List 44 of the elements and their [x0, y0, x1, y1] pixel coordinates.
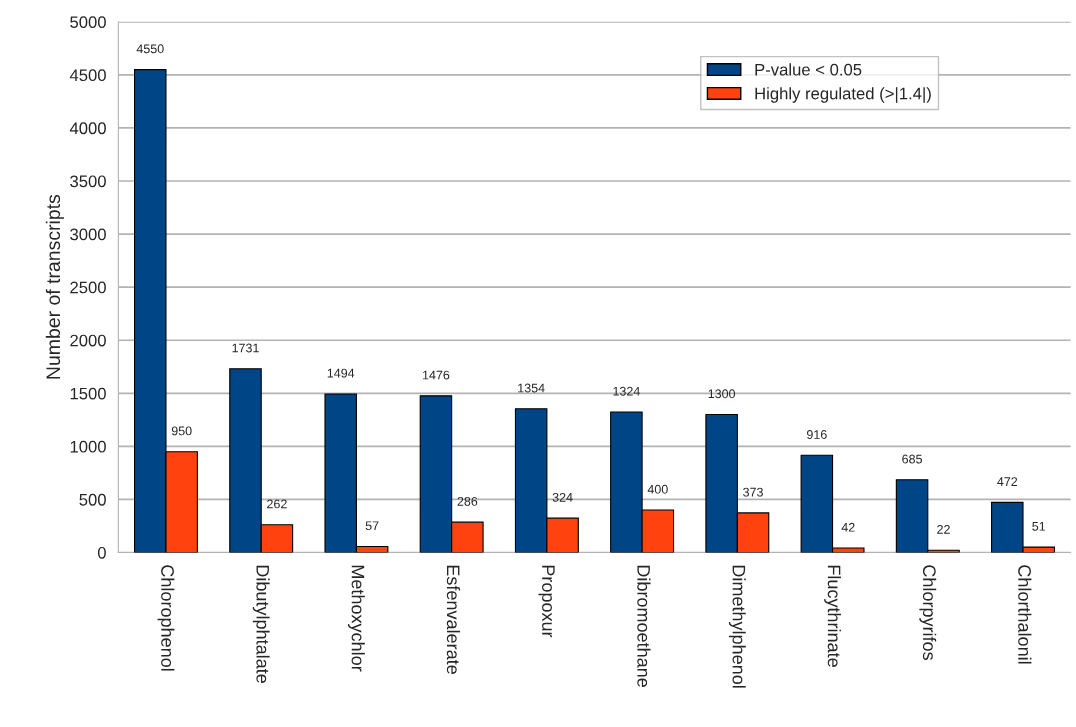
data-label: 51	[1032, 522, 1046, 531]
data-label: 472	[997, 477, 1018, 486]
data-label: 1731	[232, 343, 259, 353]
data-label: 4550	[136, 44, 164, 54]
y-tick-label: 3000	[70, 228, 106, 241]
y-tick-label: 500	[79, 493, 106, 506]
x-tick-label: Propoxur	[538, 565, 555, 638]
x-tick-label: Methoxychlor	[348, 565, 365, 672]
data-label: 1354	[518, 383, 545, 393]
legend-label: P-value < 0.05	[755, 63, 862, 76]
data-label: 1476	[422, 370, 450, 380]
y-tick-label: 2000	[70, 334, 106, 347]
x-tick-label: Chlorpyrifos	[919, 565, 937, 660]
x-tick-label: Dibutylphtalate	[252, 565, 270, 683]
y-tick-label: 0	[97, 546, 106, 559]
y-tick-label: 2500	[70, 281, 106, 294]
y-tick-label: 5000	[70, 16, 106, 29]
x-tick-label: Esfenvalerate	[446, 565, 461, 674]
data-label: 42	[841, 522, 855, 532]
data-label: 916	[807, 430, 827, 439]
y-tick-label: 4000	[69, 122, 106, 135]
x-tick-label: Dimethylphenol	[728, 565, 746, 688]
data-label: 22	[937, 524, 950, 534]
data-label: 286	[457, 496, 478, 506]
data-label: 373	[743, 487, 763, 497]
x-tick-label: Chlorophenol	[157, 565, 175, 671]
data-label: 400	[647, 484, 668, 494]
data-label: 1324	[613, 386, 640, 396]
y-axis-title: Number of transcripts	[45, 194, 64, 379]
x-tick-label: Chlorthalonil	[1018, 565, 1032, 664]
data-label: 57	[365, 521, 379, 531]
legend-label: Highly regulated (>|1.4|)	[755, 87, 931, 103]
data-label: 324	[552, 492, 573, 502]
data-label: 262	[267, 499, 287, 509]
y-tick-label: 4500	[69, 69, 106, 82]
data-label: 950	[171, 426, 192, 436]
data-label: 685	[902, 454, 922, 464]
data-label: 1300	[708, 389, 736, 399]
y-tick-label: 1000	[70, 440, 106, 453]
data-label: 1494	[327, 368, 355, 378]
x-tick-label: Dibromoethane	[637, 565, 651, 687]
y-tick-label: 3500	[70, 175, 106, 188]
y-tick-label: 1500	[70, 387, 106, 400]
x-tick-label: Flucythrinate	[824, 565, 841, 667]
